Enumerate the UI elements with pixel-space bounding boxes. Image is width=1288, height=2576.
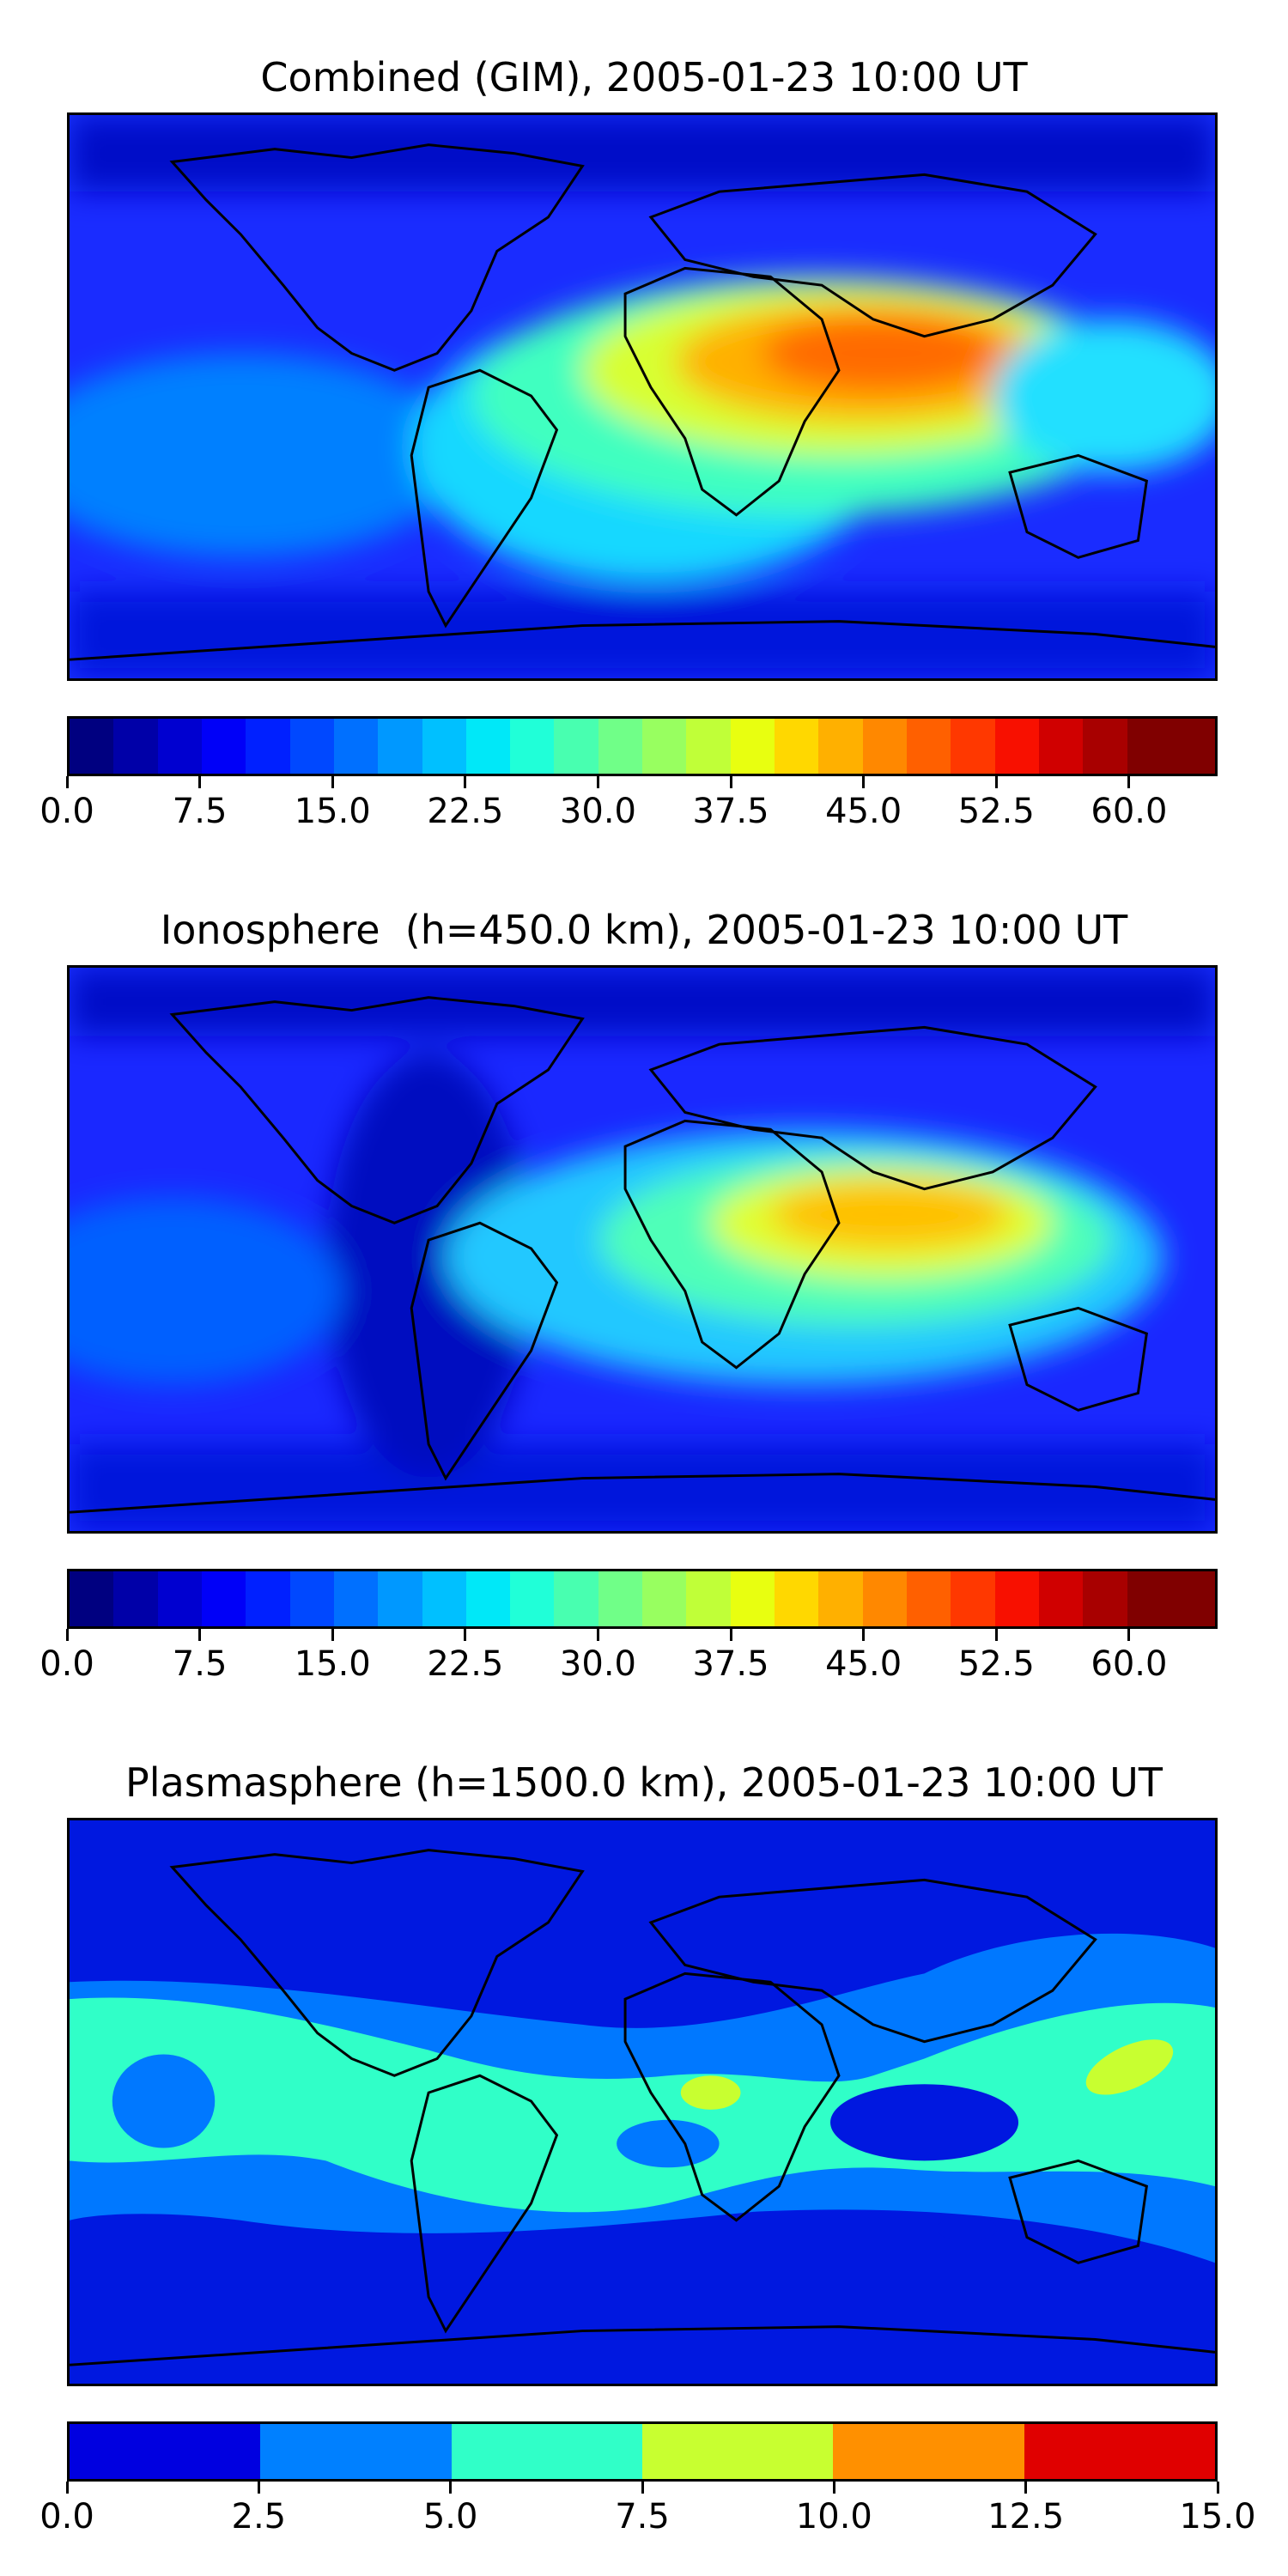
map-combined xyxy=(67,112,1218,681)
australia-coast xyxy=(1008,453,1149,559)
colorbar-tick-mark xyxy=(464,776,467,788)
colorbar-tick-label: 45.0 xyxy=(825,792,902,831)
map-ionosphere-svg xyxy=(70,968,1215,1531)
colorbar-tick-label: 0.0 xyxy=(39,1644,94,1684)
colorbar-tick-mark xyxy=(65,1629,69,1641)
colorbar-tick-label: 60.0 xyxy=(1091,1644,1168,1684)
map-plasmasphere-svg xyxy=(70,1820,1215,2384)
colorbar-tick-mark xyxy=(257,2482,260,2494)
colorbar-ticks-ionosphere: 0.0 7.5 15.0 22.5 30.0 37.5 45.0 52.5 60.0 xyxy=(39,1629,1218,1684)
colorbar-tick-label: 15.0 xyxy=(294,1644,371,1684)
colorbar-tick-mark xyxy=(596,776,599,788)
colorbar-tick-mark xyxy=(862,1629,866,1641)
map-combined-svg xyxy=(70,115,1215,678)
colorbar-tick-mark xyxy=(331,776,334,788)
colorbar-tick-label: 0.0 xyxy=(39,792,94,831)
chart-title-plasmasphere: Plasmasphere (h=1500.0 km), 2005-01-23 1… xyxy=(125,1759,1163,1806)
colorbar-tick-label: 7.5 xyxy=(615,2497,670,2537)
colorbar-ionosphere xyxy=(67,1569,1218,1629)
colorbar-tick-label: 12.5 xyxy=(987,2497,1065,2537)
colorbar-tick-label: 37.5 xyxy=(692,792,769,831)
colorbar-ticks-combined: 0.0 7.5 15.0 22.5 30.0 37.5 45.0 52.5 60.0 xyxy=(39,776,1218,831)
colorbar-tick-mark xyxy=(449,2482,453,2494)
colorbar-tick-mark xyxy=(198,776,202,788)
colorbar-tick-label: 45.0 xyxy=(825,1644,902,1684)
colorbar-tick-mark xyxy=(65,2482,69,2494)
colorbar-tick-label: 37.5 xyxy=(692,1644,769,1684)
colorbar-tick-label: 52.5 xyxy=(957,1644,1035,1684)
colorbar-tick-mark xyxy=(994,776,998,788)
africa-coast xyxy=(623,266,841,517)
colorbar-tick-label: 30.0 xyxy=(559,792,636,831)
eurasia-coast xyxy=(648,173,1097,338)
chart-title-combined: Combined (GIM), 2005-01-23 10:00 UT xyxy=(260,54,1028,100)
colorbar-tick-mark xyxy=(1127,776,1131,788)
map-ionosphere xyxy=(67,965,1218,1534)
colorbar-tick-label: 22.5 xyxy=(427,792,504,831)
colorbar-ticks-plasmasphere: 0.0 2.5 5.0 7.5 10.0 12.5 15.0 xyxy=(39,2482,1256,2537)
colorbar-tick-label: 0.0 xyxy=(39,2497,94,2537)
south-america-coast xyxy=(410,368,559,629)
colorbar-tick-mark xyxy=(1127,1629,1131,1641)
field-north-low xyxy=(70,115,1215,192)
colorbar-tick-label: 5.0 xyxy=(422,2497,478,2537)
colorbar-tick-label: 15.0 xyxy=(1179,2497,1256,2537)
north-america-coast xyxy=(169,143,585,372)
colorbar-tick-label: 30.0 xyxy=(559,1644,636,1684)
colorbar-tick-mark xyxy=(729,1629,732,1641)
colorbar-tick-label: 52.5 xyxy=(957,792,1035,831)
colorbar-tick-mark xyxy=(65,776,69,788)
colorbar-tick-mark xyxy=(729,776,732,788)
colorbar-tick-label: 2.5 xyxy=(231,2497,287,2537)
colorbar-tick-label: 15.0 xyxy=(294,792,371,831)
colorbar-tick-mark xyxy=(1024,2482,1028,2494)
colorbar-tick-mark xyxy=(832,2482,835,2494)
colorbar-tick-mark xyxy=(464,1629,467,1641)
colorbar-combined xyxy=(67,716,1218,776)
colorbar-tick-label: 22.5 xyxy=(427,1644,504,1684)
colorbar-tick-mark xyxy=(862,776,866,788)
colorbar-tick-label: 7.5 xyxy=(172,792,228,831)
colorbar-tick-label: 7.5 xyxy=(172,1644,228,1684)
colorbar-tick-mark xyxy=(994,1629,998,1641)
colorbar-tick-mark xyxy=(641,2482,644,2494)
colorbar-tick-label: 60.0 xyxy=(1091,792,1168,831)
antarctica-coast xyxy=(70,620,1215,661)
colorbar-tick-label: 10.0 xyxy=(795,2497,872,2537)
field-peak xyxy=(762,314,1002,392)
map-plasmasphere xyxy=(67,1818,1218,2386)
coastlines xyxy=(70,143,1215,661)
colorbar-tick-mark xyxy=(1216,2482,1219,2494)
colorbar-plasmasphere xyxy=(67,2421,1218,2482)
field-south-low xyxy=(70,591,1215,678)
colorbar-tick-mark xyxy=(596,1629,599,1641)
chart-title-ionosphere: Ionosphere (h=450.0 km), 2005-01-23 10:0… xyxy=(160,907,1128,953)
colorbar-tick-mark xyxy=(331,1629,334,1641)
field-pacific xyxy=(70,353,463,558)
field-west-pacific xyxy=(993,319,1215,473)
colorbar-tick-mark xyxy=(198,1629,202,1641)
